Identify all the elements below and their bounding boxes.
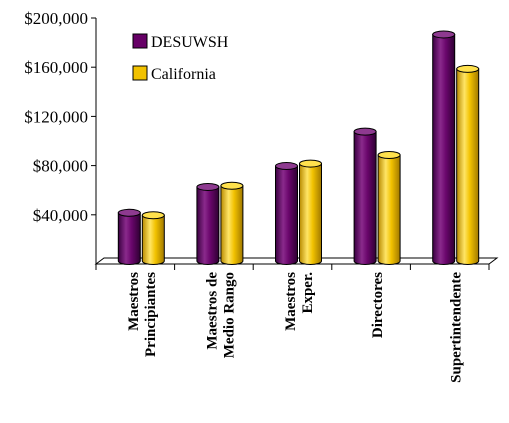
- legend-swatch-desuwsh: [132, 33, 148, 49]
- y-tick-label: $160,000: [24, 58, 88, 77]
- x-tick-label-line: Maestros de: [204, 272, 220, 350]
- bar-top: [299, 159, 322, 168]
- bar-desuwsh-0: [117, 208, 141, 265]
- x-tick-label: Supertintendente: [449, 272, 465, 383]
- x-tick-label: MaestrosExper.: [283, 272, 316, 331]
- legend: DESUWSH California: [132, 33, 229, 83]
- y-tick-label: $120,000: [24, 107, 88, 126]
- bar-body: [220, 185, 244, 265]
- x-tick-label: Maestros deMedio Rango: [204, 272, 237, 359]
- bar-body: [117, 212, 141, 265]
- bar-top: [196, 182, 220, 191]
- bar-california-4: [456, 64, 480, 265]
- x-axis-labels: MaestrosPrincipiantes Maestros deMedio Ra…: [126, 272, 465, 383]
- x-tick-label: Directores: [370, 272, 386, 338]
- bars: [117, 30, 480, 265]
- bar-top: [377, 150, 401, 159]
- bar-body: [377, 154, 401, 265]
- bar-top: [432, 30, 456, 39]
- legend-label-california: California: [151, 66, 216, 83]
- bar-body: [196, 186, 220, 265]
- bar-top: [117, 208, 141, 217]
- bar-body: [456, 68, 480, 265]
- bar-body: [353, 131, 377, 265]
- x-tick-label-line: Directores: [370, 272, 386, 338]
- bar-california-1: [220, 181, 244, 265]
- bar-top: [275, 162, 298, 171]
- bar-body: [141, 214, 165, 265]
- bar-top: [220, 181, 244, 190]
- bar-desuwsh-2: [275, 162, 298, 265]
- x-tick-label: MaestrosPrincipiantes: [126, 272, 159, 357]
- y-tick-label: $200,000: [24, 9, 88, 28]
- x-tick-label-line: Supertintendente: [449, 272, 465, 383]
- y-tick-label: $40,000: [33, 206, 88, 225]
- x-tick-label-line: Medio Rango: [221, 272, 237, 358]
- y-tick-label: $80,000: [33, 157, 88, 176]
- x-tick-label-line: Principiantes: [143, 272, 159, 357]
- bar-desuwsh-1: [196, 182, 220, 265]
- bar-body: [299, 163, 322, 265]
- bar-top: [353, 127, 377, 136]
- bar-desuwsh-3: [353, 127, 377, 265]
- x-tick-label-line: Maestros: [126, 272, 142, 331]
- bar-desuwsh-4: [432, 30, 456, 265]
- legend-swatch-california: [132, 65, 148, 81]
- bar-california-2: [299, 159, 322, 265]
- bar-california-3: [377, 150, 401, 265]
- bar-body: [275, 165, 298, 265]
- legend-label-desuwsh: DESUWSH: [151, 34, 229, 51]
- x-tick-label-line: Maestros: [283, 272, 299, 331]
- bar-california-0: [141, 211, 165, 265]
- bar-top: [456, 64, 480, 73]
- x-tick-label-line: Exper.: [300, 272, 316, 314]
- bar-body: [432, 33, 456, 265]
- bar-top: [141, 211, 165, 220]
- y-axis: $40,000 $80,000 $120,000 $160,000 $200,000: [24, 9, 97, 264]
